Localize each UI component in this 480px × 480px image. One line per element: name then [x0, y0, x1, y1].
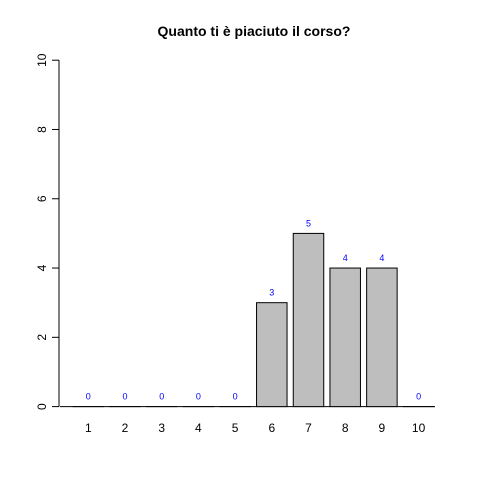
data-label: 4 [343, 253, 348, 263]
y-tick-label: 0 [35, 403, 49, 410]
y-tick-label: 8 [35, 126, 49, 133]
bar-7 [293, 233, 324, 406]
x-tick-label: 10 [412, 421, 426, 435]
y-tick-label: 2 [35, 334, 49, 341]
x-tick-label: 4 [195, 421, 202, 435]
data-label: 4 [379, 253, 384, 263]
x-axis: 1 2 3 4 5 6 7 8 9 10 [60, 407, 435, 435]
x-tick-label: 2 [122, 421, 129, 435]
bar-9 [367, 268, 398, 407]
data-label: 0 [159, 392, 164, 402]
data-label: 0 [233, 392, 238, 402]
data-label: 0 [416, 392, 421, 402]
data-label: 0 [122, 392, 127, 402]
data-label: 3 [269, 288, 274, 298]
y-tick-label: 4 [35, 264, 49, 271]
x-tick-label: 7 [305, 421, 312, 435]
data-label: 5 [306, 218, 311, 228]
x-tick-label: 3 [158, 421, 165, 435]
x-tick-label: 9 [379, 421, 386, 435]
chart-title: Quanto ti è piaciuto il corso? [158, 23, 351, 39]
bar-6 [257, 303, 288, 407]
x-tick-label: 5 [232, 421, 239, 435]
y-tick-label: 10 [35, 53, 49, 67]
bar-8 [330, 268, 361, 407]
data-label: 0 [196, 392, 201, 402]
x-tick-label: 8 [342, 421, 349, 435]
y-axis: 0 2 4 6 8 10 [35, 53, 59, 410]
x-tick-label: 6 [268, 421, 275, 435]
x-tick-label: 1 [85, 421, 92, 435]
y-tick-label: 6 [35, 195, 49, 202]
data-label: 0 [86, 392, 91, 402]
